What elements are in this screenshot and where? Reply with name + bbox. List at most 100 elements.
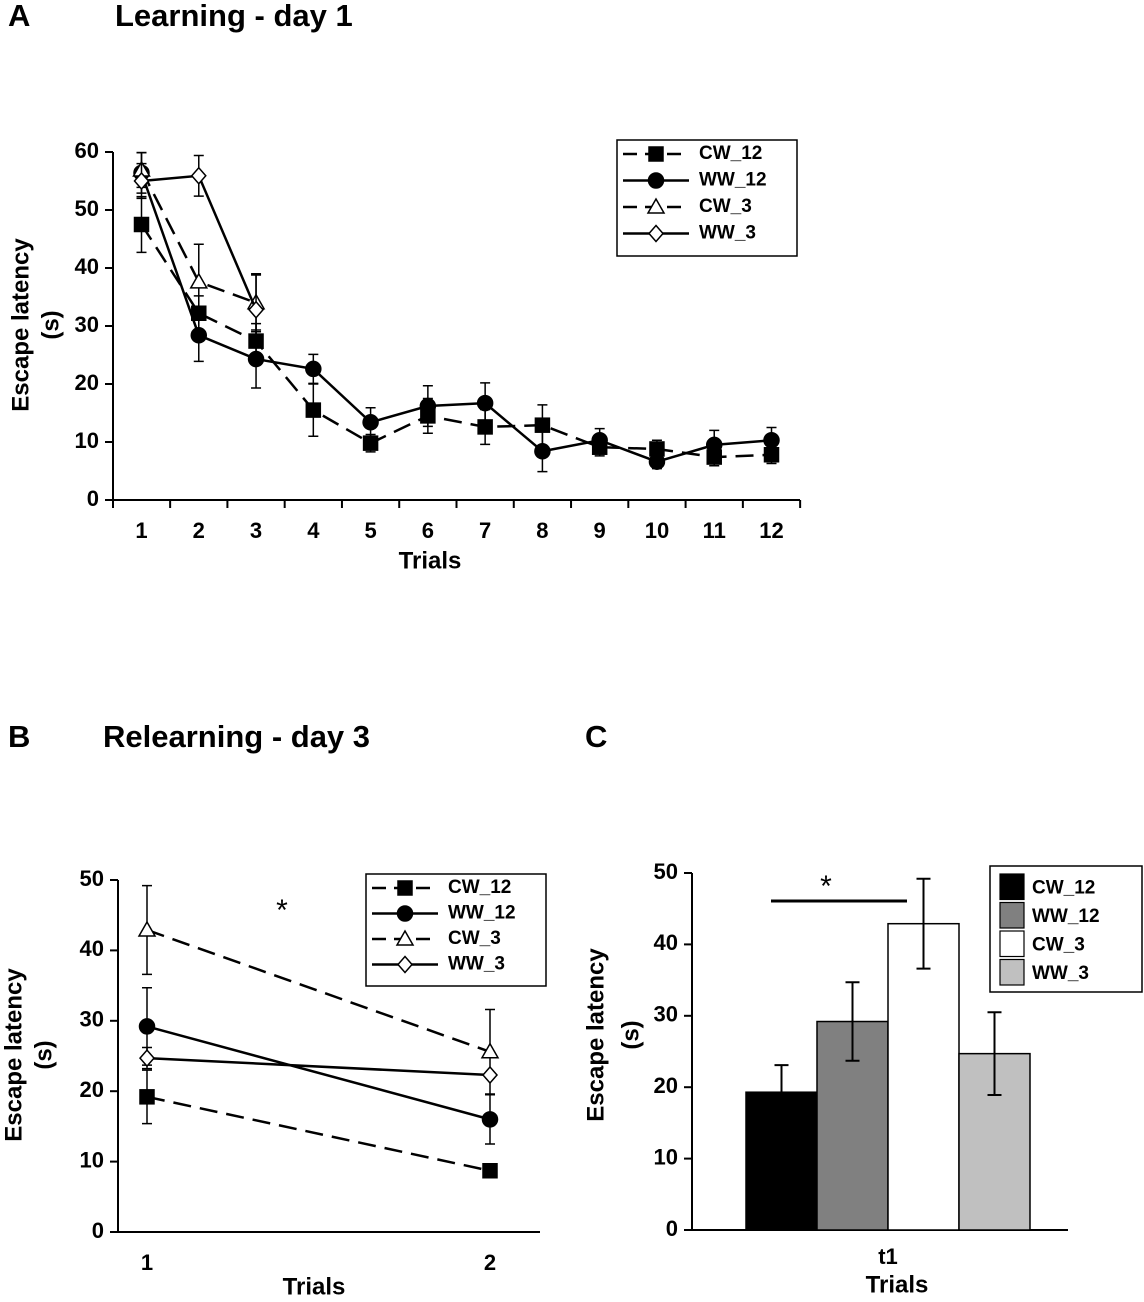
legend-marker — [396, 905, 414, 922]
x-tick-label: 1 — [135, 518, 147, 543]
legend-marker — [397, 955, 413, 974]
x-axis-label: Trials — [866, 1271, 929, 1298]
legend-label: CW_12 — [699, 143, 762, 164]
y-axis-label: Escape latency (s) — [582, 948, 644, 1122]
y-tick-label: 50 — [80, 866, 104, 891]
y-axis-label-line: (s) — [37, 310, 64, 339]
legend-label: CW_12 — [1032, 877, 1095, 898]
bar — [887, 922, 960, 1231]
significance-annotation: * — [276, 894, 288, 927]
y-tick-label: 60 — [75, 138, 99, 163]
marker — [482, 1065, 498, 1085]
legend-box — [616, 139, 798, 257]
marker — [248, 300, 265, 319]
legend-label: WW_12 — [699, 170, 767, 191]
y-tick-label: 0 — [92, 1218, 104, 1243]
marker — [133, 171, 150, 191]
legend-label: CW_12 — [448, 877, 511, 898]
y-axis-label-line: (s) — [617, 1020, 644, 1049]
panel-label: A — [8, 0, 30, 33]
x-tick-label: 2 — [484, 1250, 496, 1275]
marker — [190, 327, 208, 344]
marker — [247, 350, 265, 368]
x-tick-label: 6 — [422, 518, 434, 543]
y-axis-label-line: Escape latency — [582, 948, 609, 1122]
chart-title: Relearning - day 3 — [103, 719, 370, 754]
legend-box — [365, 873, 547, 987]
y-tick-label: 50 — [75, 196, 99, 221]
legend-label: WW_3 — [699, 223, 756, 244]
legend-marker — [646, 197, 666, 214]
y-tick-label: 30 — [654, 1002, 678, 1027]
y-tick-label: 30 — [75, 312, 99, 337]
marker — [591, 432, 608, 449]
x-tick-label: 9 — [594, 518, 606, 543]
y-tick-label: 40 — [75, 254, 99, 279]
x-tick-label: 4 — [307, 518, 320, 543]
marker — [139, 1089, 155, 1105]
y-tick-label: 10 — [80, 1147, 104, 1172]
series-line — [140, 172, 772, 464]
marker — [305, 402, 322, 418]
marker — [705, 436, 723, 454]
legend-label: WW_3 — [448, 954, 505, 975]
series-line — [146, 1095, 491, 1172]
legend-marker — [648, 146, 664, 162]
marker — [190, 166, 207, 185]
marker — [305, 360, 322, 378]
y-tick-label: 40 — [80, 936, 104, 961]
legend-swatch — [999, 930, 1025, 958]
x-tick-label: 12 — [759, 518, 783, 543]
y-tick-label: 30 — [80, 1007, 104, 1032]
legend-label: WW_12 — [1032, 906, 1100, 927]
x-tick-label: t1 — [878, 1244, 898, 1269]
marker — [362, 435, 379, 451]
y-tick-label: 20 — [75, 370, 99, 395]
marker — [133, 216, 150, 233]
x-tick-label: 10 — [645, 518, 669, 543]
marker — [362, 414, 379, 431]
legend-label: CW_3 — [448, 928, 501, 949]
legend-swatch — [999, 873, 1025, 901]
y-tick-label: 20 — [80, 1077, 104, 1102]
legend-swatch — [999, 958, 1025, 986]
y-axis-label: Escape latency (s) — [0, 968, 57, 1142]
panel-label: B — [8, 719, 30, 754]
marker — [138, 1018, 156, 1035]
legend-label: WW_12 — [448, 903, 516, 924]
series-line — [146, 1025, 491, 1121]
marker — [419, 397, 437, 415]
marker — [476, 394, 494, 412]
y-tick-label: 0 — [87, 486, 99, 511]
legend-marker — [395, 929, 415, 946]
chart-title: Learning - day 1 — [115, 0, 353, 33]
y-tick-label: 20 — [654, 1073, 678, 1098]
legend-marker — [397, 880, 413, 896]
y-tick-label: 0 — [666, 1216, 678, 1241]
legend-label: CW_3 — [699, 196, 752, 217]
error-bar — [845, 981, 860, 1062]
legend-marker — [648, 224, 664, 243]
x-tick-label: 1 — [141, 1250, 153, 1275]
y-axis-label-line: (s) — [30, 1040, 57, 1069]
legend-label: WW_3 — [1032, 963, 1089, 984]
panel-label: C — [585, 719, 607, 754]
marker — [648, 453, 666, 470]
significance-annotation: * — [820, 870, 832, 903]
y-tick-label: 10 — [654, 1144, 678, 1169]
x-tick-label: 3 — [250, 518, 262, 543]
error-bar — [916, 877, 931, 970]
y-axis-label: Escape latency (s) — [7, 238, 64, 412]
marker — [482, 1163, 498, 1179]
marker — [189, 272, 209, 289]
y-tick-label: 10 — [75, 428, 99, 453]
marker — [534, 417, 551, 433]
x-axis-label: Trials — [399, 547, 462, 574]
x-tick-label: 5 — [364, 518, 376, 543]
series-line — [140, 223, 772, 459]
error-bar — [987, 1011, 1002, 1097]
x-tick-label: 7 — [479, 518, 491, 543]
legend-marker — [647, 172, 665, 189]
series-line — [146, 928, 491, 1053]
